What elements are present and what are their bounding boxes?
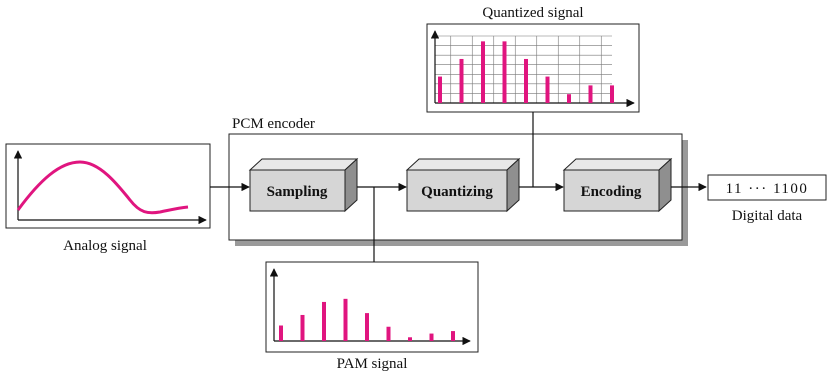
encoding-block-label: Encoding [581,184,642,200]
quantization-grid [435,35,612,104]
pam-signal-label: PAM signal [337,356,408,372]
pam-sample-bar [429,333,434,341]
encoding-block: Encoding [562,157,673,213]
quantized-sample-bar [545,76,550,103]
pam-sample-bar [408,337,412,341]
pam-sample-bar [343,298,348,341]
sampling-block-label: Sampling [267,184,328,200]
analog-signal-curve [16,160,189,215]
sampling-block: Sampling [248,157,359,213]
pam-sample-bar [386,326,391,341]
quantized-sample-bar [481,41,485,103]
quantized-plot [426,23,640,113]
bitstream-value: 11 ··· 1100 [726,181,809,197]
sampling-block-front [249,169,346,212]
digital-output: 11 ··· 1100 [707,174,827,201]
quantized-sample-bar [502,41,507,103]
pam-plot [265,261,479,353]
analog-plot-box [5,143,211,229]
pam-sample-bar [279,325,283,341]
analog-plot [5,143,211,229]
quantized-sample-bar [567,94,571,103]
quantized-sample-bar [524,58,528,103]
pam-sample-bar [451,331,455,341]
encoding-block-front [563,169,660,212]
pam-sample-bar [300,314,305,341]
sampling-block-top [248,158,359,171]
encoding-block-top [562,158,673,171]
quantized-plot-box [426,23,640,113]
pam-sample-bar [365,313,369,341]
quantizing-block: Quantizing [405,157,521,213]
quantized-sample-bar [588,85,593,103]
digital-data-label: Digital data [732,208,803,224]
quantized-sample-bar [610,85,614,103]
encoder-title: PCM encoder [232,116,315,132]
pam-plot-box [265,261,479,353]
quantized-sample-bar [438,76,442,103]
pam-sample-bar [322,301,326,341]
quantized-bars [438,41,614,103]
quantizing-block-front [406,169,508,212]
quantized-sample-bar [459,58,464,103]
quantizing-block-top [405,158,521,171]
pam-bars [279,298,455,341]
analog-signal-label: Analog signal [63,238,147,254]
quantizing-block-label: Quantizing [421,184,493,200]
bitstream-box [707,174,827,201]
quantized-signal-label: Quantized signal [482,5,583,21]
